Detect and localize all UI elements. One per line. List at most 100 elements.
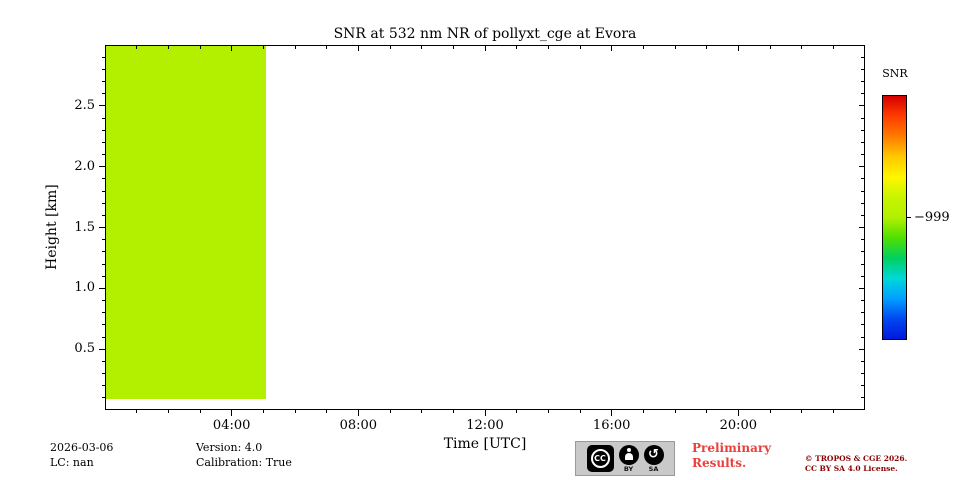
- y-tick-label: 1.0: [74, 280, 95, 296]
- x-major-tick: [611, 410, 613, 416]
- y-minor-tick: [102, 324, 105, 326]
- x-major-tick-top: [484, 46, 486, 51]
- lidar-constant-label: LC: nan: [50, 456, 94, 469]
- y-minor-tick: [102, 214, 105, 216]
- x-major-tick: [484, 410, 486, 416]
- y-minor-tick-right: [861, 275, 864, 277]
- y-minor-tick-right: [861, 336, 864, 338]
- x-minor-tick: [801, 410, 803, 413]
- colorbar-tick-label: −999: [914, 209, 950, 225]
- y-minor-tick: [102, 56, 105, 58]
- y-minor-tick-right: [861, 202, 864, 204]
- x-minor-tick: [199, 410, 201, 413]
- x-minor-tick: [452, 410, 454, 413]
- y-minor-tick-right: [861, 141, 864, 143]
- x-minor-tick: [516, 410, 518, 413]
- colorbar-title: SNR: [882, 67, 908, 80]
- y-major-tick-right: [859, 227, 864, 228]
- preliminary-line2: Results.: [692, 456, 747, 470]
- y-major-tick-right: [859, 105, 864, 107]
- y-minor-tick-right: [861, 93, 864, 95]
- y-major-tick: [99, 166, 105, 168]
- y-minor-tick-right: [861, 214, 864, 216]
- x-minor-tick-top: [199, 46, 201, 49]
- y-minor-tick: [102, 202, 105, 204]
- person-icon: [624, 448, 634, 461]
- x-minor-tick: [421, 410, 423, 413]
- x-minor-tick: [706, 410, 708, 413]
- x-major-tick: [737, 410, 739, 416]
- y-minor-tick: [102, 141, 105, 143]
- by-label: BY: [623, 464, 634, 473]
- date-label: 2026-03-06: [50, 441, 114, 454]
- x-minor-tick-top: [769, 46, 771, 49]
- y-minor-tick-right: [861, 312, 864, 314]
- x-minor-tick: [769, 410, 771, 413]
- y-major-tick: [99, 287, 105, 289]
- y-minor-tick-right: [861, 373, 864, 374]
- x-minor-tick-top: [262, 46, 264, 49]
- y-minor-tick-right: [861, 324, 864, 326]
- y-minor-tick: [102, 129, 105, 131]
- cc-by-block: BY: [618, 444, 639, 473]
- copyright-note: © TROPOS & CGE 2026. CC BY SA 4.0 Licens…: [805, 454, 935, 473]
- y-minor-tick: [102, 251, 105, 253]
- x-minor-tick: [326, 410, 328, 413]
- y-minor-tick: [102, 68, 105, 70]
- x-tick-label: 04:00: [212, 418, 251, 433]
- cc-logo-text: CC: [590, 449, 610, 468]
- x-minor-tick: [674, 410, 676, 413]
- y-major-tick-right: [859, 348, 864, 350]
- cc-logo-icon: CC: [586, 445, 614, 472]
- x-major-tick-top: [737, 46, 739, 51]
- y-minor-tick-right: [861, 360, 864, 362]
- x-minor-tick: [136, 410, 138, 413]
- x-minor-tick-top: [801, 46, 803, 49]
- x-minor-tick: [167, 410, 169, 413]
- x-minor-tick-top: [547, 46, 549, 49]
- preliminary-line1: Preliminary: [692, 441, 772, 455]
- x-minor-tick-top: [706, 46, 708, 49]
- x-minor-tick-top: [516, 46, 518, 49]
- x-minor-tick-top: [642, 46, 644, 49]
- y-minor-tick: [102, 117, 105, 119]
- colorbar-tick: [907, 217, 911, 218]
- y-minor-tick-right: [861, 397, 864, 399]
- y-major-tick: [99, 105, 105, 107]
- x-minor-tick: [579, 410, 581, 413]
- x-tick-label: 20:00: [719, 418, 758, 433]
- y-minor-tick: [102, 385, 105, 387]
- y-minor-tick: [102, 190, 105, 192]
- x-minor-tick: [547, 410, 549, 413]
- copyright-line2: CC BY SA 4.0 License.: [805, 463, 898, 473]
- y-minor-tick: [102, 93, 105, 95]
- preliminary-results-note: Preliminary Results.: [692, 441, 792, 471]
- attribution-person-icon: [618, 444, 639, 465]
- y-tick-label: 2.0: [74, 158, 95, 174]
- version-label: Version: 4.0: [196, 441, 263, 454]
- x-axis-label: Time [UTC]: [443, 436, 527, 452]
- x-minor-tick: [294, 410, 296, 413]
- x-minor-tick-top: [294, 46, 296, 49]
- y-major-tick-right: [859, 166, 864, 168]
- x-major-tick-top: [231, 46, 233, 51]
- share-alike-arrow-icon: ↺: [643, 444, 664, 465]
- y-minor-tick: [102, 178, 105, 180]
- y-minor-tick: [102, 81, 105, 82]
- x-major-tick-top: [611, 46, 613, 51]
- y-minor-tick-right: [861, 81, 864, 82]
- x-minor-tick-top: [389, 46, 391, 49]
- y-minor-tick: [102, 263, 105, 265]
- cc-sa-block: ↺ SA: [643, 444, 664, 473]
- y-minor-tick-right: [861, 263, 864, 265]
- y-tick-label: 0.5: [74, 341, 95, 357]
- x-minor-tick-top: [579, 46, 581, 49]
- cc-by-sa-license-badge: CC BY ↺ SA: [575, 441, 675, 476]
- x-minor-tick-top: [136, 46, 138, 49]
- y-minor-tick-right: [861, 117, 864, 119]
- x-minor-tick: [262, 410, 264, 413]
- x-minor-tick-top: [326, 46, 328, 49]
- y-minor-tick-right: [861, 239, 864, 241]
- x-major-tick: [357, 410, 359, 416]
